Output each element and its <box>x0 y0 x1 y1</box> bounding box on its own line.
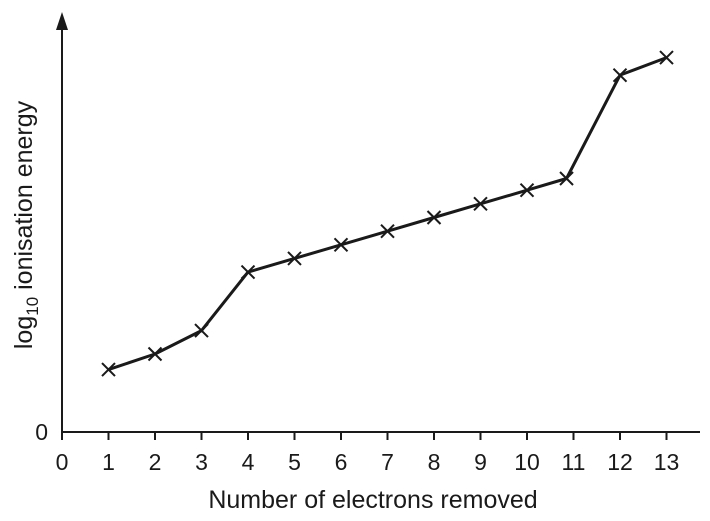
data-point-marker <box>240 264 256 280</box>
x-tick-label: 9 <box>474 449 487 475</box>
x-tick-label: 13 <box>654 449 680 475</box>
y-ticks: 0 <box>35 419 48 445</box>
data-point-marker <box>473 196 488 212</box>
x-tick-label: 8 <box>428 449 441 475</box>
x-axis-title: Number of electrons removed <box>208 486 537 514</box>
x-tick-label: 3 <box>195 449 208 475</box>
x-tick-label: 10 <box>514 449 540 475</box>
series <box>101 50 674 377</box>
x-tick-label: 12 <box>607 449 633 475</box>
data-point-marker <box>194 323 209 338</box>
x-tick-label: 5 <box>288 449 301 475</box>
data-point-marker <box>659 50 674 65</box>
x-tick-label: 4 <box>242 449 255 475</box>
x-tick-label: 1 <box>102 449 115 475</box>
data-point-marker <box>380 223 395 239</box>
x-tick-label: 6 <box>335 449 348 475</box>
y-axis-title-prefix: log <box>10 316 38 349</box>
data-point-marker <box>147 346 163 362</box>
y-axis-title-suffix: ionisation energy <box>10 100 38 296</box>
x-tick-label: 7 <box>381 449 394 475</box>
data-point-marker <box>426 210 442 225</box>
data-point-marker <box>519 182 535 198</box>
data-point-marker <box>559 171 574 186</box>
x-ticks: 0 1 2 3 4 5 6 7 8 9 10 11 12 13 <box>56 432 680 475</box>
y-axis-arrowhead <box>56 12 68 30</box>
y-tick-label: 0 <box>35 419 48 445</box>
axes <box>56 12 700 433</box>
data-point-marker <box>333 237 349 253</box>
data-point-marker <box>612 67 628 83</box>
x-tick-label: 2 <box>149 449 162 475</box>
series-line <box>108 56 668 372</box>
x-tick-label: 11 <box>562 449 586 475</box>
data-point-marker <box>101 362 116 377</box>
y-axis-title: log10 ionisation energy <box>10 100 42 349</box>
y-axis-title-subscript: 10 <box>23 297 42 316</box>
x-tick-label: 0 <box>56 449 69 475</box>
data-point-marker <box>287 251 302 266</box>
